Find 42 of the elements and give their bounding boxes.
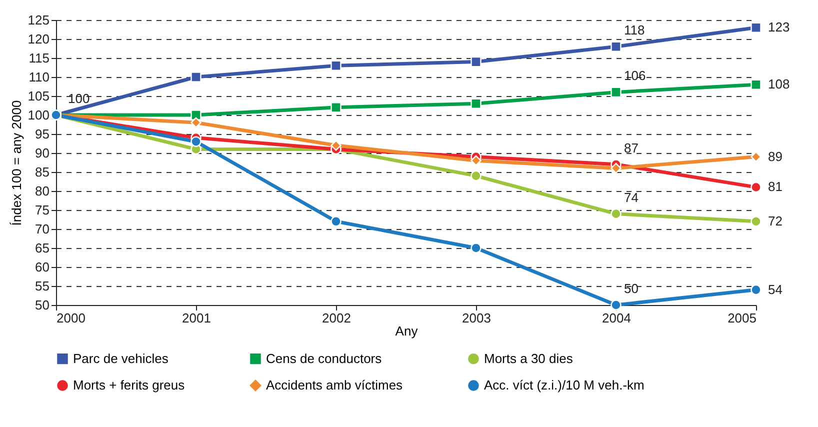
data-label: 89 (768, 148, 782, 164)
y-tick-label: 95 (35, 126, 50, 142)
data-label: 72 (768, 213, 782, 228)
y-tick-label: 70 (35, 222, 50, 236)
x-tick-label: 2004 (602, 310, 631, 326)
y-tick-label: 75 (35, 202, 50, 218)
legend-label: Acc. víct (z.i.)/10 M veh.-km (484, 378, 644, 392)
x-tick-label: 2000 (56, 310, 86, 326)
legend-label: Accidents amb víctimes (266, 378, 404, 392)
data-label: 100 (68, 91, 90, 106)
y-tick-label: 55 (35, 278, 50, 294)
x-tick-label: 2001 (182, 310, 211, 326)
y-tick-label: 60 (35, 260, 50, 274)
data-label: 108 (768, 76, 790, 92)
y-tick-label: 50 (35, 298, 50, 312)
data-label: 87 (624, 140, 638, 156)
data-label: 54 (768, 282, 782, 297)
y-tick-label: 125 (28, 12, 50, 28)
data-label: 81 (768, 179, 782, 194)
y-tick-label: 110 (28, 70, 50, 84)
y-tick-label: 100 (28, 108, 50, 122)
data-label: 50 (624, 281, 638, 296)
y-tick-label: 90 (35, 146, 50, 160)
y-tick-label: 115 (28, 50, 50, 66)
x-axis-title: Any (395, 324, 418, 338)
y-tick-label: 120 (28, 32, 50, 46)
y-axis-title: Índex 100 = any 2000 (8, 100, 24, 226)
data-label: 118 (624, 22, 645, 38)
legend-label: Parc de vehicles (73, 350, 169, 366)
y-tick-label: 80 (35, 184, 50, 198)
y-tick-label: 105 (28, 88, 50, 104)
y-tick-label: 65 (35, 240, 50, 256)
legend-label: Morts a 30 dies (484, 350, 574, 366)
data-label: 123 (768, 20, 790, 35)
x-tick-label: 2002 (322, 310, 351, 326)
legend-label: Morts + ferits greus (73, 378, 186, 392)
y-tick-label: 85 (35, 164, 50, 180)
legend-label: Cens de conductors (266, 350, 382, 366)
data-label: 74 (624, 190, 638, 205)
x-tick-label: 2003 (462, 310, 491, 326)
data-label: 106 (624, 68, 646, 84)
x-tick-label: 2005 (728, 310, 756, 326)
